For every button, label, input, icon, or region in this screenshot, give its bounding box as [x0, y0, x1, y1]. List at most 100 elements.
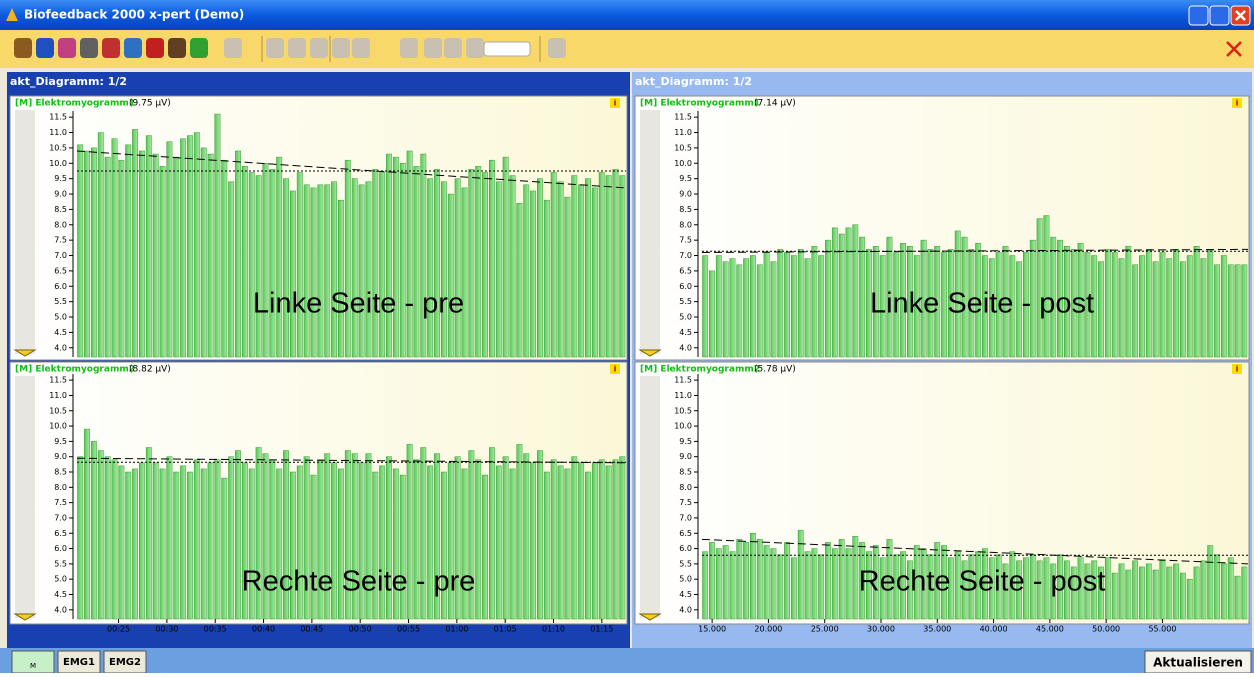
info-icon[interactable] — [1232, 98, 1242, 108]
bar — [84, 428, 90, 620]
collapse-icon[interactable] — [638, 613, 662, 621]
bar — [344, 450, 351, 620]
maximize-button[interactable] — [1209, 5, 1230, 26]
y-tick-label: 5.5 — [679, 559, 692, 568]
bar — [1152, 261, 1159, 358]
chart-reading: (8.82 µV) — [129, 365, 171, 375]
bar — [241, 166, 248, 358]
bar — [585, 178, 591, 358]
bar — [516, 444, 523, 620]
bar — [845, 548, 852, 620]
bar — [262, 163, 269, 358]
bar — [468, 450, 475, 620]
tool-icon[interactable] — [466, 38, 484, 58]
bar — [722, 545, 729, 620]
bar — [941, 252, 947, 358]
trend-line — [701, 248, 1249, 253]
collapse-icon[interactable] — [638, 349, 662, 357]
tool-icon[interactable] — [310, 38, 328, 58]
info-icon[interactable] — [610, 98, 620, 108]
bar — [482, 172, 489, 358]
trend-line — [701, 538, 1249, 565]
bar — [372, 471, 379, 620]
collapse-icon[interactable] — [13, 613, 37, 621]
tool-icon[interactable] — [58, 38, 76, 58]
close-view[interactable] — [1226, 41, 1242, 57]
tool-icon[interactable] — [36, 38, 54, 58]
bar — [159, 468, 166, 620]
bar — [578, 462, 585, 620]
bar — [523, 453, 530, 620]
bar — [1050, 563, 1057, 620]
bar — [947, 557, 954, 620]
info-icon[interactable] — [610, 364, 620, 374]
bar — [1241, 566, 1248, 620]
bar — [1200, 258, 1207, 358]
bar — [585, 471, 591, 620]
tool-icon[interactable] — [224, 38, 242, 58]
tool-icon[interactable] — [102, 38, 120, 58]
bar — [619, 456, 626, 620]
bar — [1098, 566, 1104, 620]
y-tick-label: 7.5 — [54, 498, 67, 507]
y-tick-label: 7.0 — [679, 513, 692, 522]
y-tick-label: 10.5 — [49, 406, 67, 415]
slider[interactable] — [483, 41, 531, 57]
chart-label: [M] Elektromyogramm1 — [640, 99, 760, 109]
collapse-icon[interactable] — [13, 349, 37, 357]
tool-icon[interactable] — [444, 38, 462, 58]
bar — [1180, 572, 1186, 620]
info-icon[interactable] — [1232, 364, 1242, 374]
bar — [310, 474, 317, 620]
bar — [1241, 264, 1248, 358]
bar — [427, 465, 434, 620]
tool-icon[interactable] — [332, 38, 350, 58]
tool-icon[interactable] — [424, 38, 442, 58]
bar — [1207, 249, 1214, 358]
chart-gutter — [15, 110, 35, 354]
bar — [1077, 557, 1084, 620]
tool-icon[interactable] — [400, 38, 418, 58]
y-tick-label: 8.0 — [54, 220, 67, 229]
y-tick-label: 5.0 — [54, 575, 67, 584]
bar — [221, 477, 228, 620]
bar — [1063, 246, 1070, 358]
y-tick-label: 4.5 — [679, 590, 692, 599]
tool-icon[interactable] — [288, 38, 306, 58]
bar — [97, 132, 104, 358]
bar — [379, 172, 386, 358]
tool-icon[interactable] — [146, 38, 164, 58]
tool-icon[interactable] — [168, 38, 186, 58]
bar — [619, 175, 626, 358]
y-tick-label: 4.0 — [679, 605, 692, 614]
y-tick-label: 6.0 — [679, 544, 692, 553]
bar — [941, 545, 947, 620]
bar — [715, 548, 722, 620]
tool-icon[interactable] — [124, 38, 142, 58]
tool-icon[interactable] — [266, 38, 284, 58]
y-tick-label: 7.0 — [54, 251, 67, 260]
minimize-button[interactable] — [1188, 5, 1209, 26]
bar — [303, 456, 310, 620]
overlay-caption: Rechte Seite - post — [859, 566, 1106, 598]
bar — [770, 261, 777, 358]
bar — [550, 459, 557, 620]
bar — [530, 462, 537, 620]
bar — [125, 144, 132, 358]
bar — [543, 199, 550, 358]
y-tick-label: 8.5 — [54, 468, 67, 477]
tool-icon[interactable] — [80, 38, 98, 58]
bar — [612, 459, 619, 620]
bar — [1139, 566, 1145, 620]
y-tick-label: 9.5 — [679, 174, 692, 183]
bar — [784, 542, 790, 620]
bar — [406, 150, 413, 358]
tool-icon[interactable] — [352, 38, 370, 58]
tool-icon[interactable] — [190, 38, 208, 58]
bar — [1002, 246, 1009, 358]
tool-icon[interactable] — [14, 38, 32, 58]
bar — [440, 471, 447, 620]
y-tick-label: 6.5 — [679, 266, 692, 275]
bar — [379, 465, 386, 620]
tool-icon[interactable] — [548, 38, 566, 58]
